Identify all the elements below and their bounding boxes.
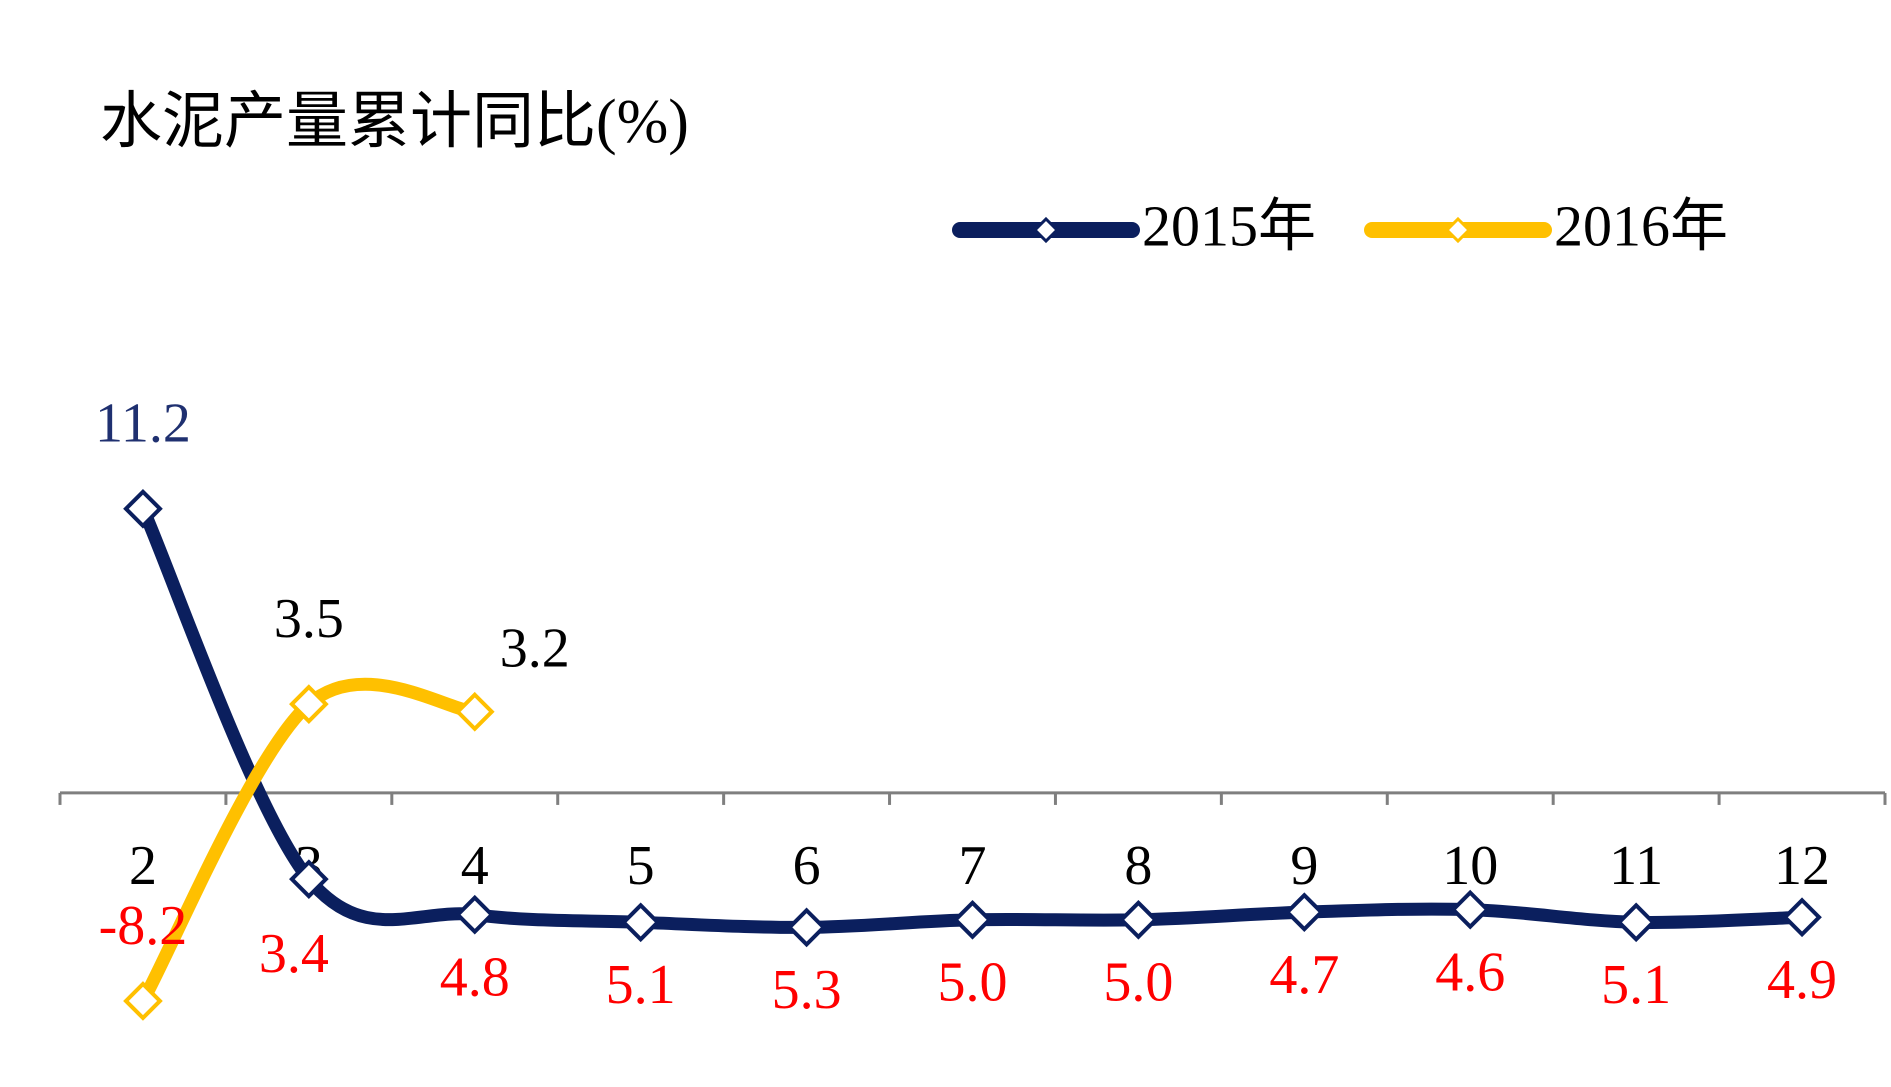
data-label: 5.1 xyxy=(606,954,676,1016)
legend-label: 2016年 xyxy=(1554,193,1728,258)
point-marker xyxy=(1782,897,1822,938)
point-marker xyxy=(786,907,827,948)
x-tick-label: 11 xyxy=(1609,835,1663,897)
series-line xyxy=(136,502,1809,934)
legend-marker xyxy=(1444,216,1472,244)
data-label: 11.2 xyxy=(95,393,191,455)
x-tick-label: 6 xyxy=(793,835,821,897)
point-marker xyxy=(1450,889,1491,930)
chart-title: 水泥产量累计同比(%) xyxy=(100,88,689,156)
point-marker xyxy=(289,859,329,900)
data-label: 3.5 xyxy=(274,588,344,650)
data-label: 3.4 xyxy=(259,923,329,985)
data-label: 5.3 xyxy=(772,959,842,1021)
data-label: 5.1 xyxy=(1601,954,1671,1016)
data-label: 3.2 xyxy=(500,618,570,680)
data-label: 4.8 xyxy=(440,947,510,1009)
x-tick-label: 2 xyxy=(129,835,157,897)
x-tick-label: 10 xyxy=(1442,835,1498,897)
data-label: 4.9 xyxy=(1767,949,1837,1011)
point-marker xyxy=(1118,899,1159,940)
data-label: 4.6 xyxy=(1435,941,1505,1003)
point-marker xyxy=(1284,892,1325,932)
x-tick-label: 5 xyxy=(627,835,655,897)
point-marker xyxy=(620,902,661,943)
point-marker xyxy=(1616,902,1656,943)
point-marker xyxy=(952,899,993,940)
point-marker xyxy=(123,981,163,1021)
point-marker xyxy=(289,684,329,724)
point-marker xyxy=(123,488,163,529)
data-label: 5.0 xyxy=(938,952,1008,1014)
legend-label: 2015年 xyxy=(1142,193,1316,258)
x-tick-label: 12 xyxy=(1774,835,1830,897)
legend-marker xyxy=(1032,216,1060,244)
x-tick-label: 8 xyxy=(1124,835,1152,897)
data-label: 5.0 xyxy=(1103,952,1173,1014)
x-tick-label: 9 xyxy=(1290,835,1318,897)
x-tick-label: 4 xyxy=(461,835,489,897)
data-label: 4.7 xyxy=(1269,944,1339,1006)
data-label: -8.2 xyxy=(99,895,188,957)
point-marker xyxy=(454,691,495,732)
point-marker xyxy=(454,894,495,935)
x-tick-label: 7 xyxy=(959,835,987,897)
